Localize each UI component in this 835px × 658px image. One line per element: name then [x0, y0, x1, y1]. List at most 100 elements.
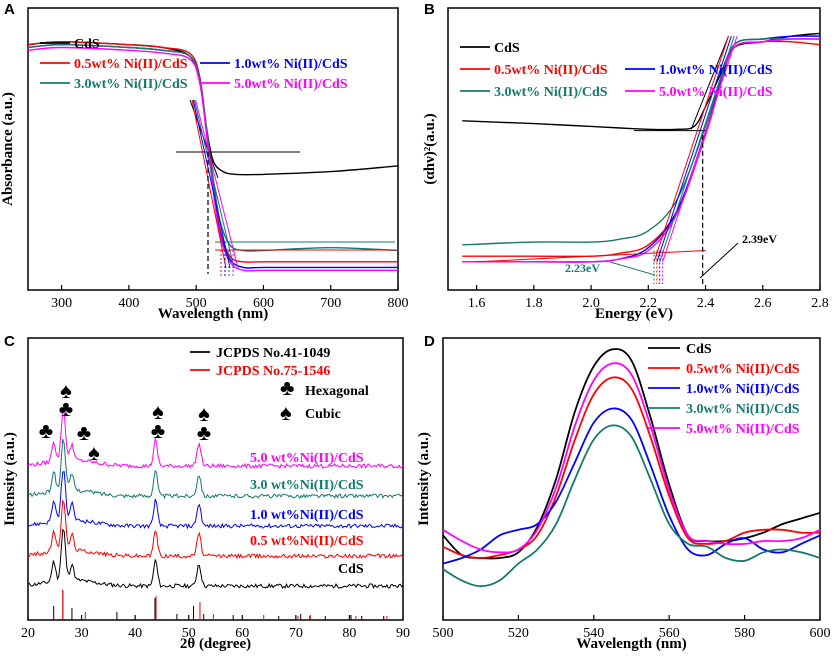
club-icon: ♣ [39, 418, 53, 443]
x-tick-label: 1.8 [525, 296, 543, 311]
club-icon: ♣ [59, 396, 73, 421]
spade-icon: ♠ [280, 400, 292, 425]
y-axis-title-d: Intensity (a.u.) [416, 432, 432, 526]
x-axis-title-a: Wavelength (nm) [158, 306, 268, 322]
pattern-label-c: 1.0 wt%Ni(II)/CdS [250, 508, 364, 523]
x-tick-label: 50 [182, 626, 196, 641]
series-line-c-0-5-wt-ni-ii-cds [27, 499, 404, 560]
series-line-c-5-0-wt-ni-ii-cds [27, 409, 404, 470]
x-tick-label: 520 [508, 626, 529, 641]
x-tick-label: 540 [583, 626, 604, 641]
legend-label-d: 0.5wt% Ni(II)/CdS [686, 362, 800, 377]
panel-a-absorbance: 300 400 500 600 700 800 Wavelength (nm) Absorba… [0, 7, 409, 322]
x-tick-label: 80 [342, 626, 356, 641]
panel-c-xrd: 20 30 40 50 60 70 80 90 2θ (degree) Intensity (a.… [2, 337, 410, 652]
legend-label-d: CdS [686, 342, 712, 357]
x-tick-label: 70 [289, 626, 303, 641]
legend-label-b: 5.0wt% Ni(II)/CdS [659, 85, 773, 100]
y-axis-title-c: Intensity (a.u.) [2, 432, 18, 526]
panel-d-photoluminescence: 500 520 540 560 580 600 Wavelength (nm) Intensi… [416, 337, 831, 652]
legend-label-b: CdS [494, 41, 520, 56]
x-tick-label: 2.4 [697, 296, 715, 311]
plot-frame-b [447, 7, 821, 291]
edge-tangent-a [193, 99, 235, 269]
x-axis-title-c: 2θ (degree) [180, 636, 251, 652]
panel-b-tauc-plot: 1.6 1.8 2.0 2.2 2.4 2.6 2.8 Energy (eV) (αhν)²(a… [422, 7, 829, 322]
legend-label-d: 3.0wt% Ni(II)/CdS [686, 402, 800, 417]
series-line-b-5-0wt-ni-ii-cds [462, 38, 821, 263]
x-axis-title-d: Wavelength (nm) [576, 636, 686, 652]
annotation-2-23ev: 2.23eV [565, 261, 600, 275]
edge-tangent-b [656, 36, 732, 262]
x-tick-label: 2.8 [811, 296, 829, 311]
panel-letter-c: C [4, 333, 15, 350]
series-line-c-1-0-wt-ni-ii-cds [27, 470, 404, 530]
legend-label-a: CdS [74, 37, 100, 52]
x-tick-label: 2.6 [754, 296, 772, 311]
x-tick-label: 600 [253, 296, 274, 311]
y-axis-title-a: Absorbance (a.u.) [0, 92, 16, 206]
x-tick-label: 600 [810, 626, 831, 641]
x-tick-label: 40 [128, 626, 142, 641]
legend-label-cubic: Cubic [305, 407, 341, 422]
spade-icon: ♠ [60, 378, 72, 403]
x-tick-label: 2.0 [582, 296, 600, 311]
x-axis-title-b: Energy (eV) [595, 306, 673, 322]
pattern-label-c: 0.5 wt%Ni(II)/CdS [250, 534, 364, 549]
legend-label-b: 1.0wt% Ni(II)/CdS [659, 63, 773, 78]
x-tick-label: 560 [659, 626, 680, 641]
x-tick-label: 30 [75, 626, 89, 641]
x-tick-label: 800 [388, 296, 409, 311]
legend-label-d: 5.0wt% Ni(II)/CdS [686, 422, 800, 437]
x-tick-label: 60 [235, 626, 249, 641]
series-line-a-5-0wt-ni-ii-cds [27, 46, 398, 272]
x-tick-label: 500 [186, 296, 207, 311]
legend-label-hexagonal: Hexagonal [305, 384, 369, 399]
legend-label-a: 5.0wt% Ni(II)/CdS [234, 77, 348, 92]
x-tick-label: 20 [21, 626, 35, 641]
annotation-2-39ev: 2.39eV [742, 232, 777, 246]
edge-tangent-b [659, 36, 735, 262]
x-tick-label: 500 [433, 626, 454, 641]
panel-letter-b: B [424, 1, 435, 18]
edge-tangent-b [690, 36, 729, 130]
legend-label-d: 1.0wt% Ni(II)/CdS [686, 382, 800, 397]
pattern-label-c: 5.0 wt%Ni(II)/CdS [250, 451, 364, 466]
pattern-label-c: 3.0 wt%Ni(II)/CdS [250, 478, 364, 493]
series-line-d-0-5wt-ni-ii-cds [442, 376, 821, 559]
club-icon: ♣ [151, 418, 165, 443]
x-tick-label: 700 [320, 296, 341, 311]
y-axis-title-b: (αhν)²(a.u.) [422, 113, 438, 184]
plot-frame-d [442, 337, 821, 621]
series-line-c-cds [27, 528, 404, 590]
edge-tangent-a [195, 99, 239, 269]
spade-icon: ♠ [198, 401, 210, 426]
club-icon: ♣ [280, 375, 294, 400]
series-line-a-3-0wt-ni-ii-cds [27, 43, 399, 252]
annotation-arrow-2-23ev [609, 261, 656, 276]
legend-label-a: 1.0wt% Ni(II)/CdS [234, 57, 348, 72]
panel-letter-a: A [4, 1, 15, 18]
legend-label-b: 3.0wt% Ni(II)/CdS [494, 85, 608, 100]
legend-label-c: JCPDS No.41-1049 [216, 346, 330, 361]
legend-label-a: 3.0wt% Ni(II)/CdS [74, 77, 188, 92]
spade-icon: ♠ [88, 440, 100, 465]
plot-frame-a [27, 7, 399, 291]
pattern-label-c: CdS [338, 562, 364, 577]
club-icon: ♣ [77, 420, 91, 445]
edge-tangent-b [653, 36, 729, 262]
edge-tangent-a [191, 99, 227, 269]
edge-tangent-a [192, 99, 231, 269]
annotation-arrow-2-39ev [699, 242, 739, 279]
x-tick-label: 90 [396, 626, 410, 641]
panel-letter-d: D [424, 333, 435, 350]
series-line-d-3-0wt-ni-ii-cds [442, 424, 821, 588]
x-tick-label: 300 [51, 296, 72, 311]
x-tick-label: 2.2 [640, 296, 658, 311]
series-line-c-3-0-wt-ni-ii-cds [27, 438, 404, 500]
x-tick-label: 580 [734, 626, 755, 641]
legend-label-a: 0.5wt% Ni(II)/CdS [74, 57, 188, 72]
plot-frame-c [27, 337, 404, 621]
spade-icon: ♠ [152, 399, 164, 424]
